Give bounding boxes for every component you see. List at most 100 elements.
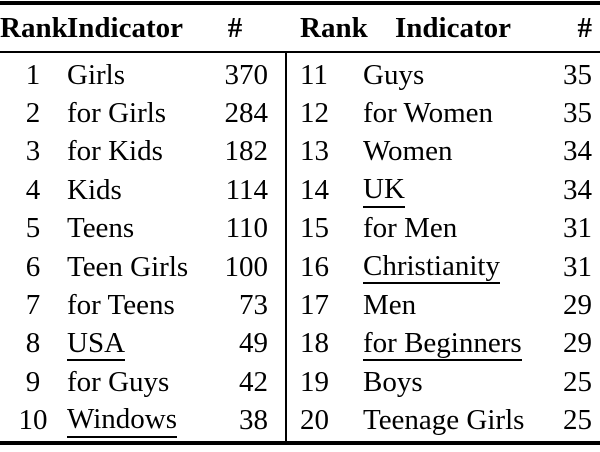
header-rank: Rank [300,11,368,44]
count-cell: 25 [563,365,592,398]
indicator-text: Women [363,135,453,168]
count-cell: 29 [563,327,592,360]
rank-cell: 5 [25,212,41,245]
table-row: 20 Teenage Girls 25 [300,402,600,440]
indicator-cell: for Kids [66,135,220,168]
count-cell: 34 [563,173,592,206]
indicator-cell: Men [363,289,543,322]
table-row: 10 Windows 38 [0,402,285,440]
indicator-cell: Windows [66,403,220,438]
left-half: 1 Girls 370 2 for Girls 284 3 for Kids 1… [0,53,287,441]
table-row: 12 for Women 35 [300,94,600,132]
indicator-text: Christianity [363,250,500,285]
indicator-text: Windows [67,404,177,438]
indicator-cell: Guys [363,59,543,92]
count-cell: 100 [224,250,269,283]
indicator-text: for Women [363,97,494,130]
rank-cell: 8 [25,327,41,360]
indicator-text: Men [363,289,417,322]
count-cell: 49 [239,327,268,360]
indicator-text: for Men [363,212,458,245]
header-indicator: Indicator [67,11,183,44]
rank-cell: 3 [25,135,41,168]
indicator-cell: for Women [363,97,543,130]
table-row: 4 Kids 114 [0,171,285,209]
header-rule [0,51,600,53]
indicator-text: Boys [363,365,423,398]
rank-cell: 13 [300,135,329,168]
indicator-text: for Girls [67,97,167,130]
count-cell: 73 [239,289,268,322]
rank-cell: 6 [25,250,41,283]
count-cell: 182 [224,135,269,168]
table-row: 18 for Beginners 29 [300,325,600,363]
table-row: 15 for Men 31 [300,210,600,248]
rank-cell: 19 [300,365,329,398]
count-cell: 34 [563,135,592,168]
count-cell: 38 [239,404,268,437]
count-cell: 35 [563,58,592,91]
table-row: 3 for Kids 182 [0,133,285,171]
count-cell: 42 [239,365,268,398]
count-cell: 35 [563,97,592,130]
rank-cell: 20 [300,404,329,437]
indicator-cell: for Men [363,212,543,245]
indicator-cell: Women [363,135,543,168]
indicator-cell: Girls [66,59,220,92]
indicator-cell: Kids [66,174,220,207]
table-body: 1 Girls 370 2 for Girls 284 3 for Kids 1… [0,53,600,441]
indicator-text: for Kids [67,135,163,168]
top-rule [0,1,600,5]
count-cell: 284 [224,97,269,130]
rank-cell: 15 [300,212,329,245]
rank-cell: 1 [25,58,41,91]
indicator-text: Teen Girls [67,250,189,283]
rank-cell: 16 [300,250,329,283]
indicator-text: Teenage Girls [363,404,525,437]
indicator-text: Teens [67,212,135,245]
indicator-cell: Boys [363,366,543,399]
header-count: # [577,11,593,44]
indicator-cell: USA [66,327,220,362]
indicator-cell: Teen Girls [66,251,220,284]
count-cell: 31 [563,212,592,245]
table-row: 1 Girls 370 [0,56,285,94]
count-cell: 370 [224,58,269,91]
rank-cell: 17 [300,289,329,322]
indicator-text: Guys [363,58,425,91]
count-cell: 114 [225,173,268,206]
indicator-cell: for Girls [66,97,220,130]
indicator-text: for Guys [67,365,170,398]
rank-cell: 10 [18,404,48,437]
rank-cell: 4 [25,173,41,206]
indicator-text: Girls [67,58,125,91]
table-row: 2 for Girls 284 [0,94,285,132]
indicator-cell: for Teens [66,289,220,322]
indicator-cell: Teens [66,212,220,245]
rank-cell: 11 [300,58,328,91]
header-indicator: Indicator [395,11,511,44]
indicator-text: for Teens [67,289,175,322]
table-row: 7 for Teens 73 [0,286,285,324]
table-row: 14 UK 34 [300,171,600,209]
rank-cell: 12 [300,97,329,130]
rank-cell: 9 [25,365,41,398]
count-cell: 25 [563,404,592,437]
table-row: 19 Boys 25 [300,363,600,401]
table-row: 17 Men 29 [300,286,600,324]
header-rank: Rank [0,11,68,44]
indicator-cell: UK [363,173,543,208]
indicator-cell: Christianity [363,250,543,285]
table-row: 16 Christianity 31 [300,248,600,286]
count-cell: 31 [563,250,592,283]
indicator-text: for Beginners [363,327,522,362]
indicator-text: USA [67,327,126,362]
rank-cell: 7 [25,289,41,322]
header-row-right: Rank Indicator # [300,5,600,51]
count-cell: 29 [563,289,592,322]
header-left-half: Rank Indicator # [0,5,287,51]
indicator-cell: Teenage Girls [363,404,543,437]
rank-cell: 14 [300,173,329,206]
table-row: 8 USA 49 [0,325,285,363]
